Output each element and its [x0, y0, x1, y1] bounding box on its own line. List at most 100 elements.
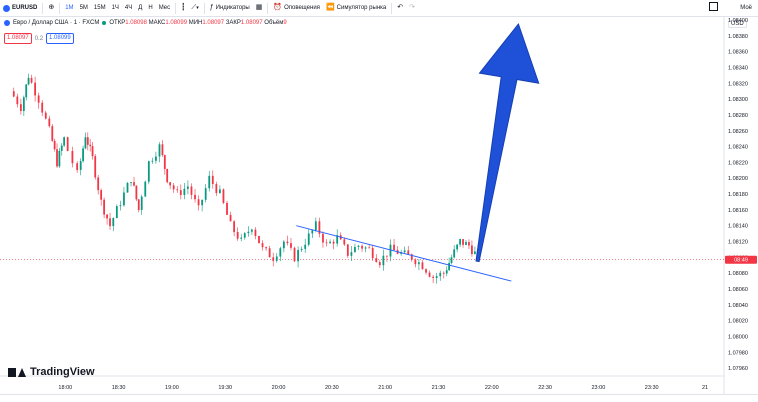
candle-body	[204, 188, 207, 200]
candle-body	[66, 137, 69, 152]
candle-body	[382, 255, 385, 266]
price-axis-tick: 1.08080	[728, 271, 748, 277]
trendline[interactable]	[296, 225, 512, 282]
candle-body	[119, 205, 122, 207]
candle-body	[215, 184, 218, 194]
candle-body	[211, 175, 214, 185]
candle-body	[115, 206, 118, 219]
alerts-button[interactable]: ⏰ Оповещения	[270, 0, 323, 16]
candle-body	[56, 149, 58, 167]
line-type-button[interactable]: ⟋ ▾	[188, 0, 201, 16]
undo-button[interactable]: ↶	[394, 0, 406, 16]
candle-body	[393, 244, 395, 251]
interval-1h[interactable]: 1Ч	[111, 5, 119, 11]
symbol-logo-icon	[3, 4, 10, 12]
currency-selector[interactable]: USD	[728, 20, 747, 28]
candle-body	[219, 189, 221, 194]
interval-15m[interactable]: 15М	[93, 5, 106, 11]
undo-icon: ↶	[397, 4, 404, 11]
divider	[203, 2, 205, 14]
alerts-label: Оповещения	[284, 5, 320, 11]
candle-body	[450, 257, 453, 263]
replay-button[interactable]: ⏪ Симулятор рынка	[323, 0, 389, 16]
indicators-icon: ƒ	[209, 4, 214, 11]
chevron-down-icon: ▾	[196, 5, 199, 11]
candle-body	[418, 262, 420, 265]
candle-body	[155, 156, 157, 161]
interval-1m[interactable]: 1М	[65, 5, 74, 11]
ohlc-values: ОТКР1.08098 МАКС1.08099 МИН1.08097 ЗАКР1…	[109, 20, 286, 26]
redo-button[interactable]: ↷	[406, 0, 418, 16]
layout-menu-button[interactable]: Моё	[740, 4, 752, 11]
compare-button[interactable]: ⊕	[45, 0, 57, 16]
tradingview-logo[interactable]: TradingView	[8, 366, 95, 378]
candle-body	[268, 248, 271, 258]
candle-body	[456, 244, 459, 250]
candle-body	[183, 188, 186, 196]
up-arrow-drawing[interactable]	[475, 22, 540, 263]
sell-button[interactable]: 1.08097	[4, 33, 32, 44]
candle-body	[86, 137, 89, 145]
candle-body	[343, 239, 346, 245]
candle-body	[135, 185, 138, 200]
candle-body	[410, 254, 413, 260]
candle-body	[428, 272, 431, 277]
candle-body	[261, 243, 264, 248]
price-axis-tick: 1.08120	[728, 240, 748, 246]
candle-body	[161, 144, 164, 156]
fullscreen-button[interactable]	[709, 2, 719, 13]
interval-4h[interactable]: 4Ч	[124, 5, 133, 11]
candle-type-button[interactable]: ┇	[178, 0, 188, 16]
candle-body	[163, 155, 166, 170]
candle-body	[130, 182, 132, 183]
candle-body	[140, 196, 143, 210]
interval-5m[interactable]: 5М	[79, 5, 88, 11]
time-axis-tick: 23:30	[645, 385, 659, 391]
candle-body	[84, 137, 87, 149]
candle-body	[103, 199, 106, 215]
price-axis-tick: 1.08040	[728, 303, 748, 309]
candle-body	[254, 229, 257, 236]
divider	[59, 2, 61, 14]
price-chart[interactable]: 1.08400 1.08380 1.08360 1.08340 1.08320 1.083…	[0, 17, 758, 394]
candle-body	[311, 230, 314, 234]
candle-body	[250, 229, 253, 232]
interval-week[interactable]: Н	[148, 5, 153, 11]
candle-body	[208, 175, 211, 189]
layouts-button[interactable]: ▦	[253, 0, 266, 16]
candle-body	[30, 77, 33, 83]
symbol-logo-icon	[4, 20, 10, 26]
candle-body	[448, 262, 451, 271]
candle-body	[22, 97, 25, 112]
price-axis-tick: 1.07960	[728, 366, 748, 372]
symbol-search[interactable]: EURUSD	[0, 0, 40, 16]
price-axis-tick: 1.08340	[728, 65, 748, 71]
candle-body	[144, 181, 147, 197]
candle-body	[473, 251, 476, 255]
candle-body	[147, 161, 150, 182]
current-price-label-bg	[725, 255, 757, 264]
candle-body	[442, 272, 445, 274]
candle-body	[350, 252, 353, 256]
buy-button[interactable]: 1.08099	[46, 33, 74, 44]
candle-body	[51, 126, 54, 141]
price-axis-tick: 1.08240	[728, 145, 748, 151]
indicators-button[interactable]: ƒ Индикаторы	[207, 0, 253, 16]
replay-label: Симулятор рынка	[336, 5, 387, 11]
candle-body	[432, 276, 435, 278]
interval-day[interactable]: Д	[138, 5, 143, 11]
candle-body	[307, 233, 310, 245]
candle-body	[462, 239, 464, 245]
divider	[175, 2, 177, 14]
candle-body	[290, 243, 292, 248]
candle-body	[332, 241, 335, 244]
candle-body	[247, 231, 250, 234]
interval-month[interactable]: Мес	[158, 5, 171, 11]
candle-body	[407, 250, 410, 255]
legend-title[interactable]: Евро / Доллар США · 1 · FXCM	[13, 20, 100, 26]
candle-body	[258, 235, 260, 244]
candle-body	[60, 145, 63, 151]
low-label: МИН	[188, 20, 203, 26]
candle-body	[233, 221, 236, 233]
plus-circle-icon: ⊕	[48, 4, 55, 11]
